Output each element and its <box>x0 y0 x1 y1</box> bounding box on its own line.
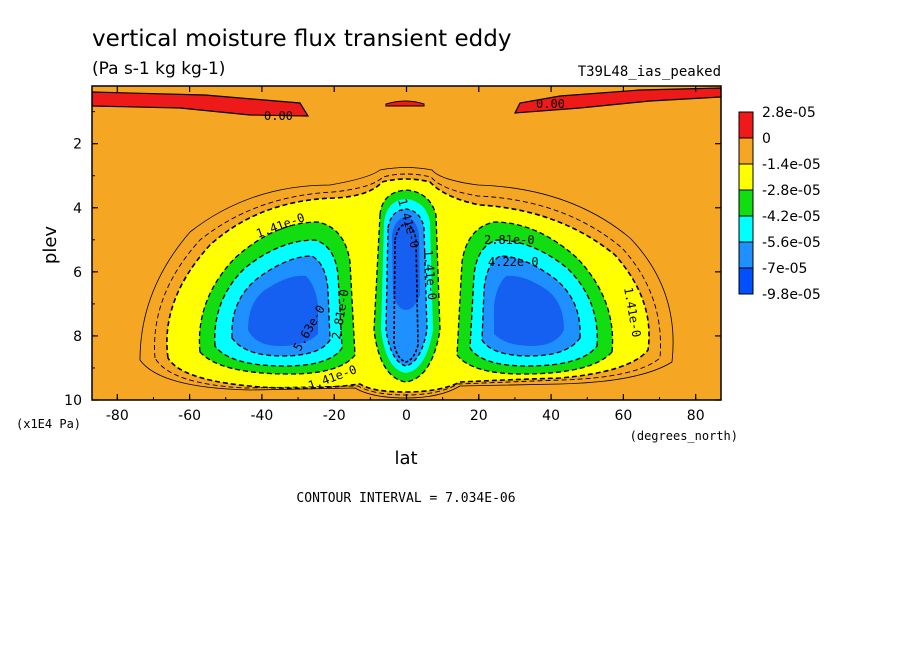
x-tick-label: -20 <box>323 408 346 424</box>
x-tick-label: 80 <box>687 408 705 424</box>
run-label: T39L48_ias_peaked <box>578 64 721 80</box>
legend-swatch <box>738 163 754 191</box>
contour-zero <box>139 167 674 399</box>
legend-label: -1.4e-05 <box>762 157 821 173</box>
contour-label: 4.22e-0 <box>488 255 539 269</box>
legend-label: -9.8e-05 <box>762 287 821 303</box>
x-axis-title: lat <box>394 448 417 469</box>
legend-label: -2.8e-05 <box>762 183 821 199</box>
positive-band-south <box>92 91 310 117</box>
chart-title: vertical moisture flux transient eddy <box>92 26 511 52</box>
legend-label: -4.2e-05 <box>762 209 821 225</box>
x-tick-label: 20 <box>470 408 488 424</box>
y-axis: 2 4 6 8 10 <box>64 111 721 409</box>
contour-lines <box>139 167 674 399</box>
legend-swatch <box>738 189 754 217</box>
south-level5-region <box>248 275 318 346</box>
legend-swatch <box>738 111 754 139</box>
color-legend: 2.8e-05 0 -1.4e-05 -2.8e-05 -4.2e-05 -5.6e-05… <box>738 105 821 303</box>
contour-eq-b <box>385 208 428 367</box>
legend-label: -5.6e-05 <box>762 235 821 251</box>
x-tick-label: 60 <box>614 408 632 424</box>
contour-fills <box>92 87 721 392</box>
contour-south-c <box>231 255 331 357</box>
equator-level5-region <box>392 217 420 310</box>
y-axis-title: plev <box>40 226 61 265</box>
x-tick-label: 0 <box>402 408 411 424</box>
x-tick-label: -60 <box>178 408 201 424</box>
contour-neg2 <box>166 178 650 393</box>
contour-south-a <box>198 221 356 375</box>
y-axis-units: (x1E4 Pa) <box>16 417 81 431</box>
x-tick-label: -80 <box>106 408 129 424</box>
y-tick-label: 4 <box>73 201 82 217</box>
legend-label: 2.8e-05 <box>762 105 816 121</box>
contour-north-a <box>456 221 614 375</box>
contour-eq-a <box>373 189 441 383</box>
contour-label: 1.41e-0 <box>421 249 439 301</box>
legend-swatch <box>738 137 754 165</box>
y-tick-label: 10 <box>64 393 82 409</box>
x-tick-label: 40 <box>542 408 560 424</box>
positive-band-center <box>385 100 425 107</box>
north-level5-region <box>494 275 564 346</box>
x-tick-label: -40 <box>250 408 273 424</box>
chart-units: (Pa s-1 kg kg-1) <box>92 59 225 79</box>
y-tick-label: 2 <box>73 137 82 153</box>
legend-swatch <box>738 241 754 269</box>
contour-north-c <box>481 255 581 357</box>
y-tick-label: 6 <box>73 265 82 281</box>
contour-label: 2.81e-0 <box>484 233 535 247</box>
legend-label: 0 <box>762 131 771 147</box>
contour-neg1 <box>154 173 661 396</box>
contour-label: 0.00 <box>264 109 293 123</box>
x-axis-units: (degrees_north) <box>630 429 738 443</box>
plot-area: 0.00 0.00 1.41e-0 1.41e-0 1.41e-0 2.81e-… <box>91 85 722 401</box>
legend-label: -7e-05 <box>762 261 807 277</box>
positive-band-north <box>513 87 721 114</box>
legend-swatch <box>738 267 754 295</box>
contour-label: 0.00 <box>536 97 565 111</box>
contour-interval: CONTOUR INTERVAL = 7.034E-06 <box>296 491 515 506</box>
legend-swatch <box>738 215 754 243</box>
y-tick-label: 8 <box>73 329 82 345</box>
contour-eq-c <box>393 223 419 363</box>
x-axis: -80 -60 -40 -20 0 20 40 60 80 <box>106 86 705 424</box>
